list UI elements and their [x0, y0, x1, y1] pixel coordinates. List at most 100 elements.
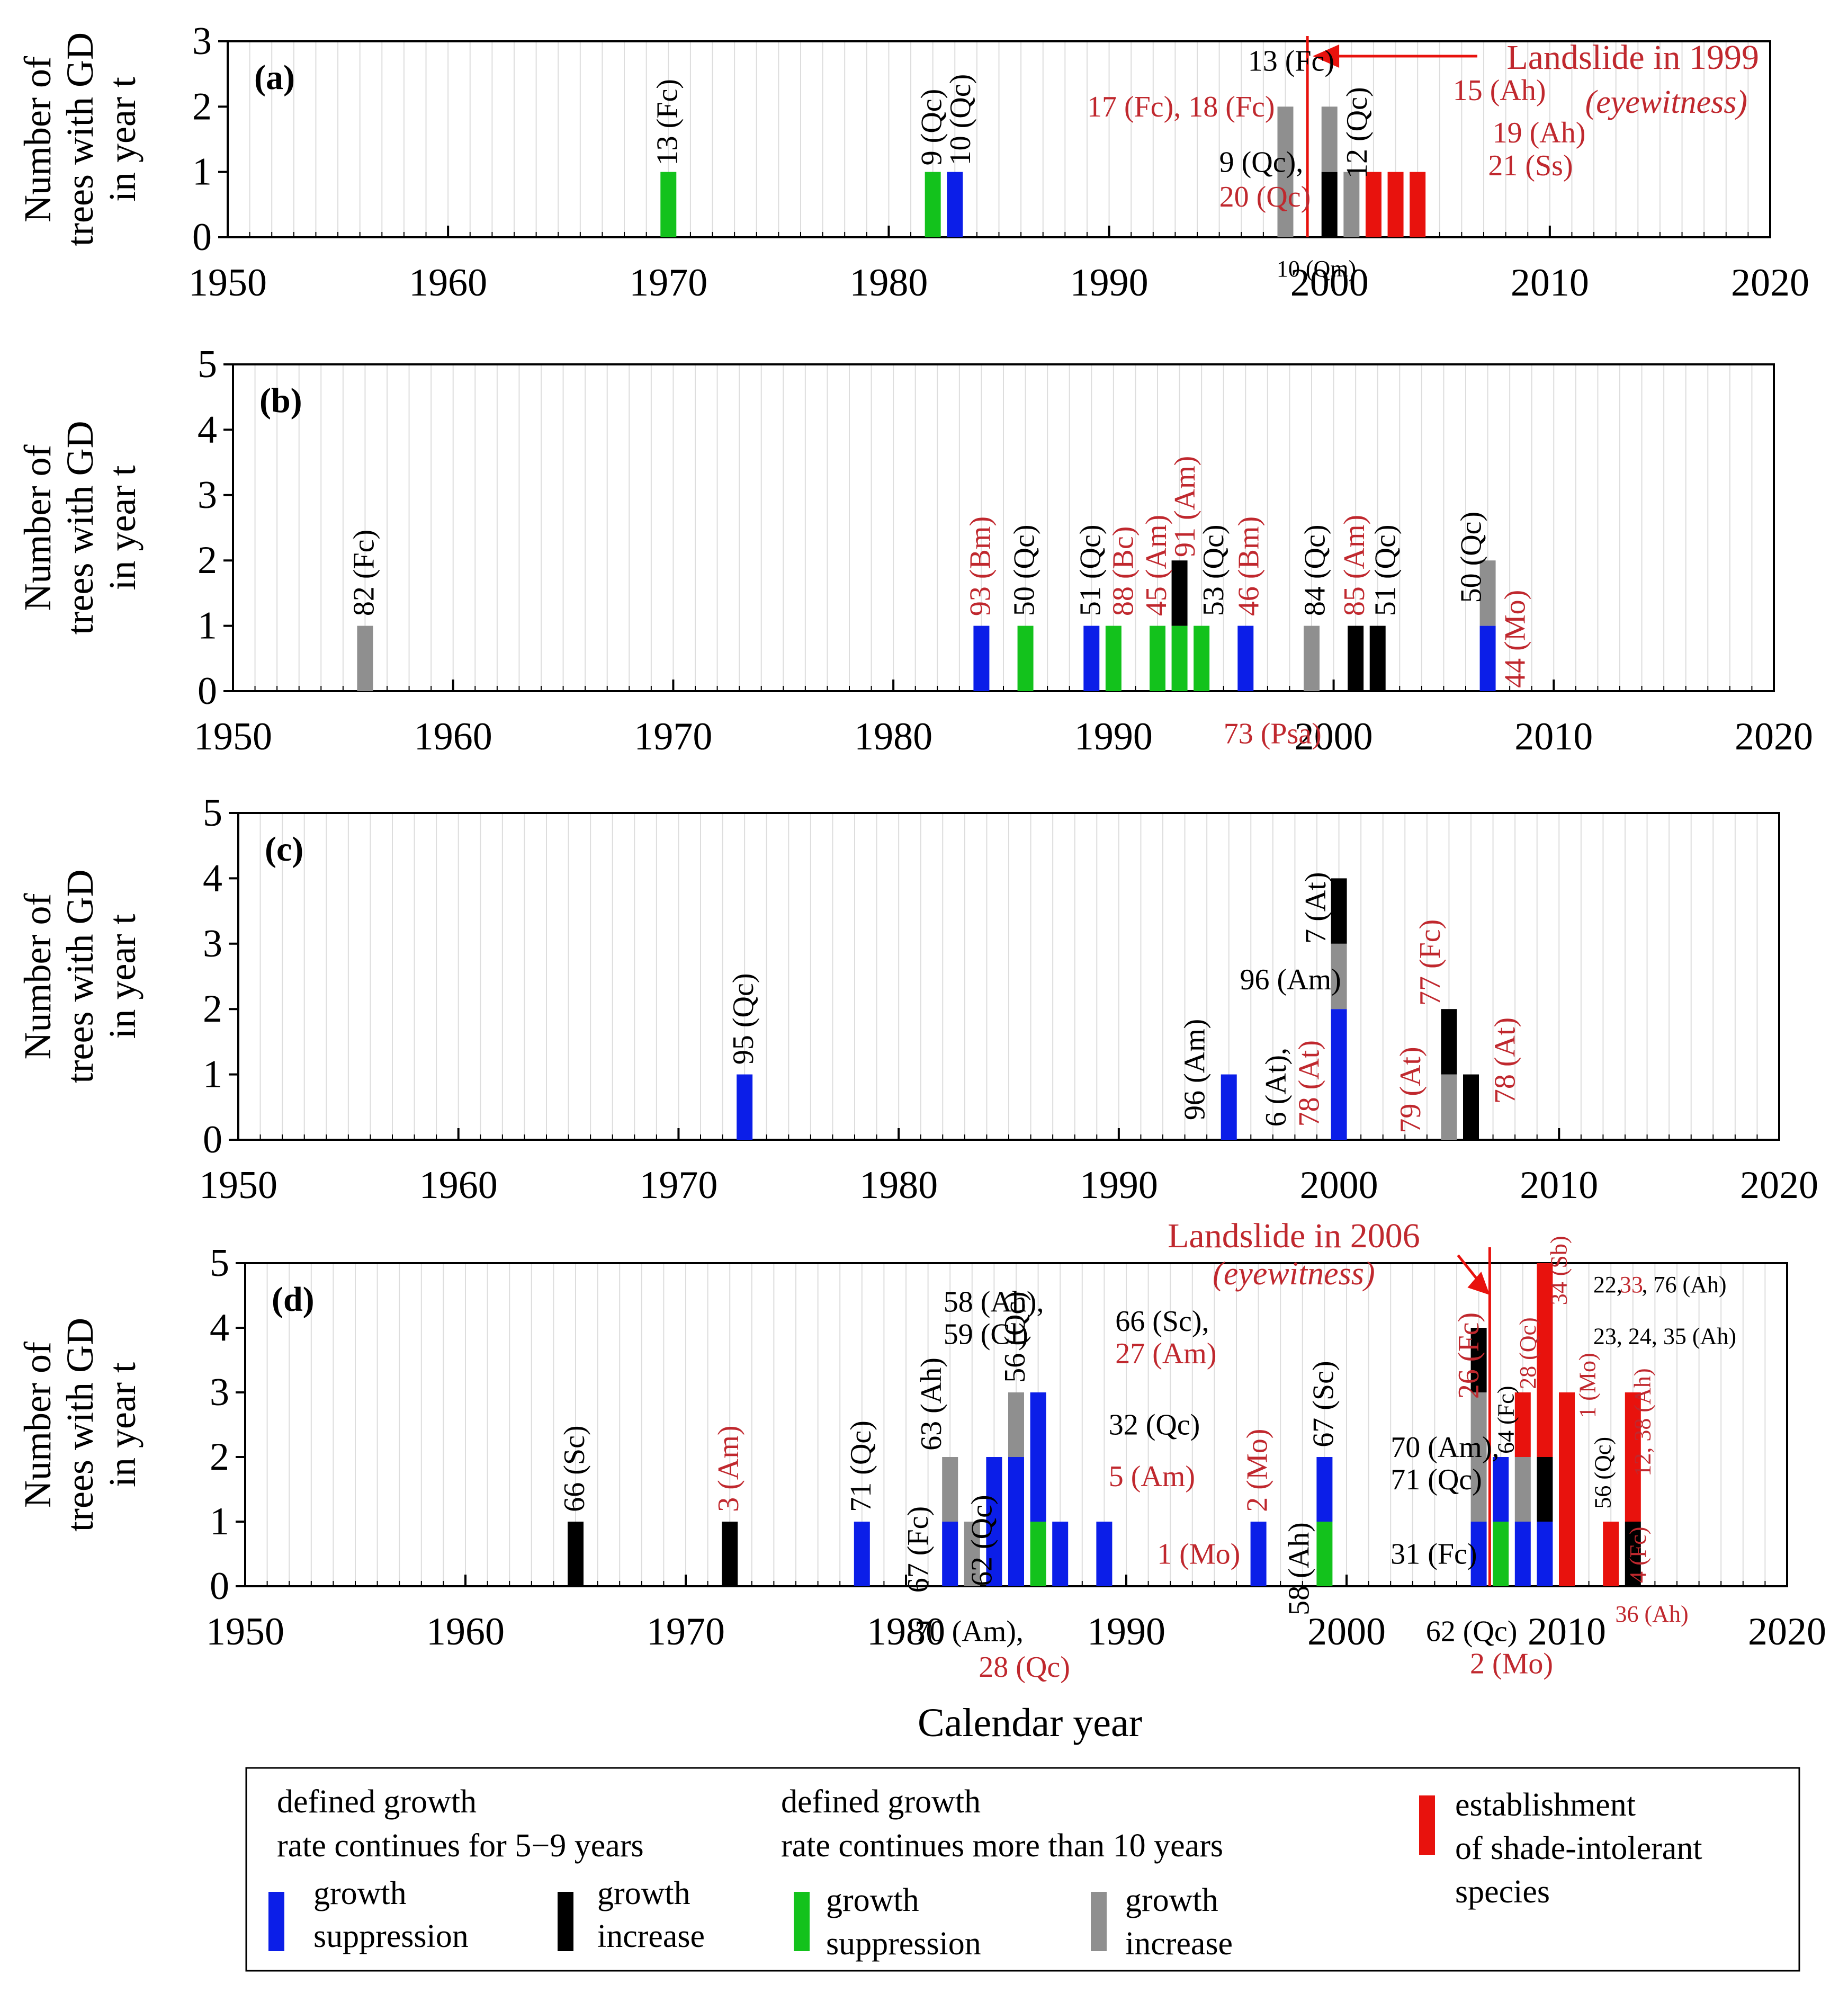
bar-segment-gray [1331, 943, 1347, 1009]
x-tick-label: 1990 [1087, 1610, 1165, 1654]
annotation-label: 82 (Fc) [347, 530, 380, 616]
y-tick-label: 3 [192, 20, 212, 63]
legend-swatch-green [794, 1892, 810, 1951]
annotation-label: 13 (Fc) [1248, 45, 1334, 78]
y-tick-label: 2 [210, 1435, 229, 1479]
annotation-label: 5 (Am) [1109, 1460, 1195, 1493]
bar-segment-green [925, 172, 941, 237]
x-tick-label: 2020 [1748, 1610, 1826, 1654]
bar-segment-blue [986, 1457, 1002, 1586]
event-label: Landslide in 1999 [1506, 38, 1759, 77]
legend-frame [245, 1767, 1800, 1972]
annotation-label: 45 (Am) [1140, 515, 1173, 616]
legend-swatch-black [558, 1892, 573, 1951]
annotation-label: 71 (Qc) [845, 1420, 877, 1512]
annotation-label: 58 (Ah) [1283, 1522, 1316, 1615]
panel-3: 0 1 2 3 4 5 1950 1960 1970 1980 1990 2000 2010 2020 Nu… [16, 791, 1818, 1207]
bar-segment-black [1463, 1074, 1479, 1140]
y-axis-title-line: Number of [16, 445, 59, 611]
y-tick-label: 1 [203, 1053, 222, 1096]
annotation-label: 84 (Qc) [1298, 524, 1331, 616]
bar-segment-gray [357, 625, 373, 691]
x-tick-label: 2000 [1290, 261, 1369, 305]
annotation-label: 19 (Ah) [1493, 117, 1586, 149]
y-axis-title-line: in year t [101, 1362, 143, 1487]
bar-segment-green [1316, 1522, 1333, 1586]
y-axis-title-line: in year t [101, 77, 143, 202]
y-tick-label: 0 [203, 1118, 222, 1161]
bar-segment-red [1559, 1392, 1575, 1586]
event-label: Landslide in 2006 [1168, 1217, 1420, 1255]
y-tick-label: 4 [198, 408, 217, 451]
annotation-label: 73 (Psa) [1224, 718, 1322, 750]
legend-item-green-line1: growth [826, 1882, 919, 1918]
bar-segment-blue [737, 1074, 753, 1140]
y-axis-title-line: Number of [16, 1342, 59, 1508]
annotation-label: 50 (Qc) [1008, 524, 1041, 616]
bar-segment-red [1365, 172, 1381, 237]
legend-item-red-line3: species [1455, 1874, 1550, 1910]
panel-label: (d) [272, 1280, 315, 1319]
annotation-label: 31 (Fc) [1391, 1538, 1477, 1570]
annotation-label: 21 (Ss) [1488, 149, 1573, 182]
y-tick-label: 4 [203, 856, 222, 900]
annotation-label: 96 (Am) [1178, 1019, 1211, 1120]
annotation-label: 64 (Fc) [1493, 1386, 1519, 1454]
annotation-label: 56 (Qc) [1590, 1437, 1616, 1509]
annotation-label: 9 (Qc) [916, 89, 948, 166]
annotation-label: 70 (Am), [1391, 1431, 1499, 1464]
x-tick-label: 2020 [1740, 1164, 1818, 1207]
panel-4: 0 1 2 3 4 5 1950 1960 1970 1980 1990 2000 2010 2020 Nu… [16, 1217, 1826, 1684]
bar-segment-blue [973, 625, 990, 691]
annotation-label: 70 (Am), [915, 1615, 1024, 1648]
annotation-label: 88 (Bc) [1107, 526, 1140, 616]
bar-segment-red [1537, 1263, 1553, 1457]
bar-segment-red [1387, 172, 1404, 237]
bar-segment-gray [1479, 560, 1496, 626]
y-axis-title-line: trees with GD [59, 32, 101, 246]
panel-2: 0 1 2 3 4 5 1950 1960 1970 1980 1990 2000 2010 2020 Nu… [16, 343, 1813, 758]
y-axis-title-line: trees with GD [59, 421, 101, 635]
y-axis-title-line: in year t [101, 914, 143, 1039]
annotation-label: 15 (Ah) [1453, 74, 1546, 107]
annotation-label: 91 (Am) [1169, 456, 1201, 557]
annotation-label: 17 (Fc), 18 (Fc) [1087, 91, 1275, 123]
x-tick-label: 1970 [647, 1610, 725, 1654]
annotation-label: 50 (Qc) [1455, 512, 1487, 603]
annotation-label: 93 (Bm) [964, 516, 997, 616]
annotation-label: 7 (At) [1299, 872, 1332, 944]
x-tick-label: 1950 [189, 261, 267, 305]
bar-segment-blue [1316, 1457, 1333, 1522]
x-tick-label: 1980 [859, 1164, 938, 1207]
x-tick-label: 2010 [1520, 1164, 1598, 1207]
bar-segment-red [1603, 1522, 1619, 1586]
panel-label: (a) [254, 58, 295, 97]
annotation-label: 13 (Fc) [651, 79, 684, 165]
annotation-label: 3 (Am) [712, 1425, 745, 1512]
annotation-label: 67 (Sc) [1307, 1361, 1340, 1447]
bar-segment-green [1150, 625, 1165, 691]
bar-segment-green [1171, 625, 1188, 691]
bar-segment-blue [1493, 1457, 1509, 1522]
annotation-label: 23, 24, 35 (Ah) [1593, 1324, 1736, 1349]
annotation-label: , 76 (Ah) [1641, 1272, 1726, 1298]
annotation-label: 6 (At), [1260, 1048, 1293, 1127]
annotation-label: 33 [1620, 1272, 1643, 1298]
annotation-label: 51 (Qc) [1369, 524, 1402, 616]
annotation-label: 22, [1593, 1272, 1622, 1298]
y-axis-title-line: trees with GD [59, 1318, 101, 1532]
legend-item-black-line2: increase [597, 1918, 705, 1954]
annotation-label: 85 (Am) [1338, 515, 1371, 616]
legend-group-short-line1: defined growth [277, 1784, 477, 1820]
x-tick-label: 1970 [634, 715, 712, 758]
event-arrowhead [1467, 1272, 1490, 1295]
legend-item-black-line1: growth [597, 1875, 690, 1911]
legend-item-gray-line1: growth [1125, 1882, 1218, 1918]
bar-segment-blue [1083, 625, 1100, 691]
annotation-label: 28 (Qc) [979, 1651, 1070, 1684]
legend-item-gray-line2: increase [1125, 1926, 1233, 1962]
legend: defined growth rate continues for 5−9 ye… [245, 1767, 1800, 1972]
legend-item-red-line2: of shade-intolerant [1455, 1830, 1702, 1866]
